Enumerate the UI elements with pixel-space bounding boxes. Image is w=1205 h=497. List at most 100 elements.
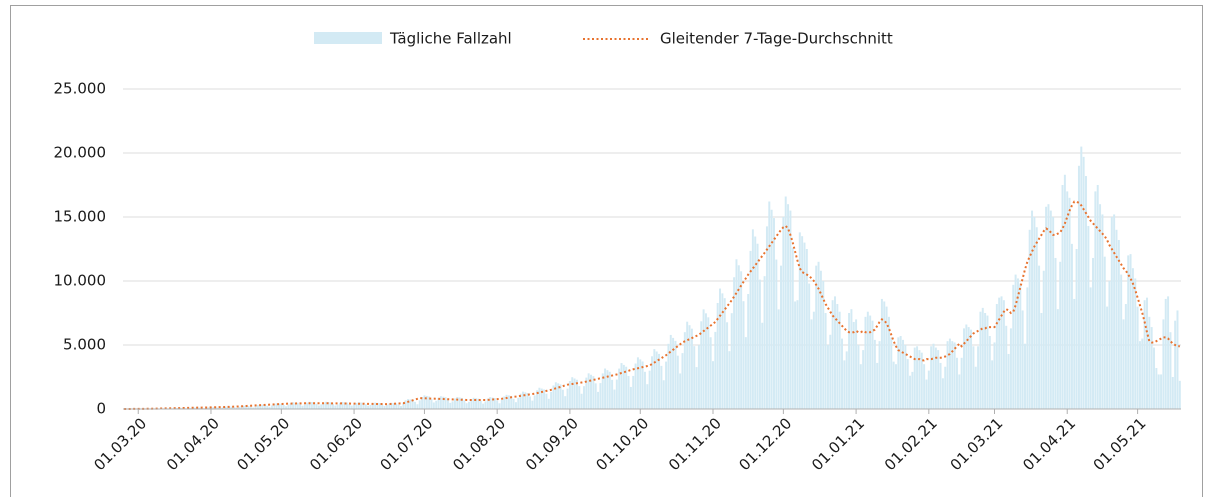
bar [916,346,919,409]
bar [212,407,215,409]
line [124,200,1180,410]
bar [1115,229,1118,409]
x-tick-label: 01.11.20 [665,414,725,474]
bar [902,339,904,409]
bar [864,316,867,409]
bar [285,406,288,409]
bar [496,400,499,409]
bar [477,398,480,409]
bar [339,402,341,409]
bar [998,297,1001,409]
bar [857,345,860,409]
bar [531,400,534,409]
bar [582,386,585,409]
bar [479,400,482,409]
bar [780,265,783,409]
bar [833,296,836,409]
bar [1073,298,1076,409]
bar [585,377,588,409]
bar [639,359,642,409]
bar [414,401,417,409]
bar [894,364,897,409]
bar [240,406,243,409]
bar [681,353,684,409]
bar [704,313,707,409]
bar [507,395,510,409]
bar [770,209,773,409]
legend-label: Gleitender 7-Tage-Durchschnitt [660,30,893,48]
bar [965,324,968,409]
bar [1131,268,1134,409]
bar [517,397,520,409]
bar [737,265,740,409]
bar [1031,210,1034,409]
bar [1054,257,1057,409]
bar [324,401,327,409]
bar [418,400,421,409]
bar [714,331,717,409]
bar [756,243,759,409]
bar [1024,343,1026,409]
bar [526,393,529,409]
bar [751,229,754,409]
bar [559,384,562,409]
bar [824,313,827,409]
bar [465,403,468,409]
bar [1122,319,1125,409]
bar [270,405,273,409]
bar [571,377,574,409]
bar [726,322,729,409]
bar [1099,204,1102,409]
bar [1021,310,1024,409]
bar [425,395,428,409]
bar [855,319,858,409]
bar [1000,296,1003,409]
bar [923,364,926,409]
bar [658,353,661,409]
bar [728,351,731,409]
bar [693,346,696,409]
x-tick-label: 01.08.20 [449,414,509,474]
bar [348,403,351,409]
bar [1056,309,1059,409]
bar [805,249,808,409]
x-tick-label: 01.10.20 [592,414,652,474]
bar [1040,313,1043,409]
bar [1002,300,1005,409]
bar [482,403,485,409]
bar [606,370,609,409]
bar [207,407,210,409]
bar [550,391,553,409]
bar [601,373,604,409]
bar [1028,229,1031,409]
bar [904,345,907,409]
bar [263,404,266,409]
bar [787,204,790,409]
bar [852,321,855,409]
bar [306,402,309,409]
legend-label: Tägliche Fallzahl [389,30,512,48]
bar [850,309,853,409]
frame [10,5,1203,497]
bar [707,317,710,409]
bar [350,405,353,409]
bar [1005,325,1008,409]
bar [611,379,614,409]
bar [489,397,492,409]
bar [930,346,933,409]
bar [242,405,245,409]
x-tick-label: 01.07.20 [376,414,436,474]
bar [636,357,639,409]
bar [1136,306,1139,409]
bar [974,366,977,409]
bar [826,345,829,409]
bar [761,322,764,409]
bar [679,373,682,409]
bar [1009,328,1012,409]
bar [564,396,567,409]
bar [897,337,900,409]
bar [1059,261,1062,409]
bar [1108,281,1111,409]
bar [733,277,736,409]
